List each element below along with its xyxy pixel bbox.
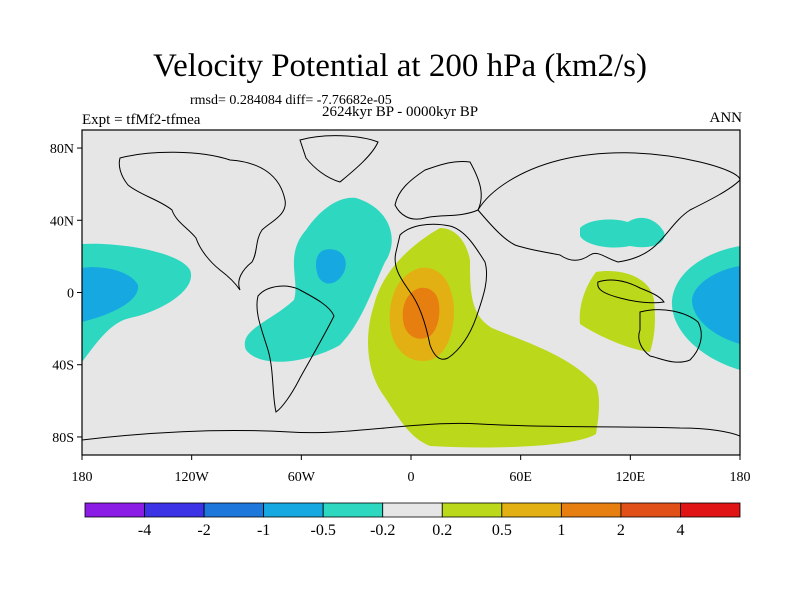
colorbar-swatch	[560, 502, 622, 518]
colorbar-swatch	[203, 502, 265, 518]
colorbar: -4 -2 -1 -0.5 -0.2 0.2 0.5 1 2 4	[84, 502, 741, 539]
axis-labels: 80N 40N 0 40S 80S 180 120W 60W 0 60E 120E 180	[50, 142, 751, 485]
colorbar-label: 0.2	[432, 522, 452, 539]
lon-tick-label: 120W	[175, 470, 210, 485]
coast-africa	[394, 223, 488, 360]
colorbar-swatch	[322, 502, 384, 518]
season-label: ANN	[709, 110, 743, 126]
colorbar-label: -1	[257, 522, 270, 539]
colorbar-label: 4	[676, 522, 684, 539]
colorbar-swatch	[501, 502, 562, 518]
coast-australia	[638, 309, 702, 363]
colorbar-label: -0.5	[311, 522, 336, 539]
chart-title: Velocity Potential at 200 hPa (km2/s)	[152, 48, 648, 84]
coast-north-america	[118, 151, 286, 291]
colorbar-swatch	[680, 502, 741, 518]
contour-neg-east-pacific-core	[82, 267, 139, 322]
lat-tick-label: 40S	[52, 359, 74, 374]
experiment-label: Expt = tfMf2-tfmea	[82, 112, 201, 128]
contour-neg-east-asia	[580, 217, 665, 248]
contour-neg-west-pacific-core	[692, 266, 740, 344]
coast-europe	[394, 161, 482, 220]
colorbar-swatch	[263, 502, 324, 518]
coast-asia	[477, 152, 740, 263]
coast-south-america	[256, 285, 335, 413]
lon-tick-label: 120E	[616, 470, 646, 485]
lon-tick-label: 60E	[509, 470, 532, 485]
colorbar-label: 2	[617, 522, 625, 539]
colorbar-label: -0.2	[370, 522, 395, 539]
contour-neg-atlantic	[244, 197, 392, 362]
lon-tick-label: 180	[730, 470, 751, 485]
lat-tick-label: 40N	[50, 214, 74, 229]
coast-indonesia	[597, 279, 665, 304]
lat-tick-label: 80N	[50, 142, 74, 157]
coastlines	[82, 135, 740, 441]
lon-tick-label: 0	[408, 470, 415, 485]
contour-pos-maritime	[579, 271, 655, 352]
colorbar-label: 1	[557, 522, 565, 539]
colorbar-swatch	[382, 502, 443, 518]
lon-tick-label: 180	[72, 470, 93, 485]
period-label: 2624kyr BP - 0000kyr BP	[322, 104, 479, 120]
colorbar-swatch	[620, 502, 681, 518]
colorbar-swatch	[84, 502, 145, 518]
colorbar-label: 0.5	[492, 522, 512, 539]
contour-layer	[82, 130, 740, 455]
colorbar-swatch	[144, 502, 205, 518]
contour-neg-atlantic-core	[316, 249, 346, 284]
stats-line: rmsd= 0.284084 diff= -7.76682e-05	[190, 93, 392, 108]
coast-antarctica	[82, 422, 740, 441]
lon-tick-label: 60W	[288, 470, 316, 485]
coast-greenland	[299, 135, 379, 183]
lat-tick-label: 0	[67, 287, 74, 302]
colorbar-label: -4	[138, 522, 151, 539]
colorbar-swatch	[441, 502, 503, 518]
tick-marks	[77, 147, 741, 460]
lat-tick-label: 80S	[52, 431, 74, 446]
colorbar-label: -2	[197, 522, 210, 539]
